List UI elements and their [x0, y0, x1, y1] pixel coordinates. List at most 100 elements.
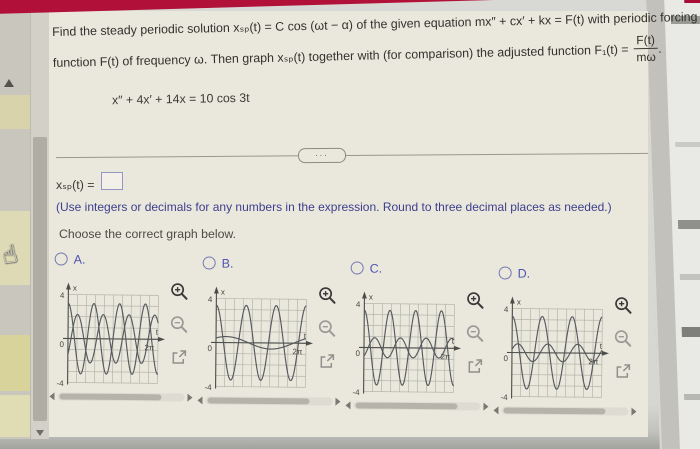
svg-text:x: x: [73, 284, 77, 293]
answer-row: xₛₚ(t) =: [56, 172, 123, 193]
option-b-zoom-out-icon[interactable]: [317, 318, 337, 338]
choose-graph-prompt: Choose the correct graph below.: [59, 227, 237, 241]
svg-text:4: 4: [208, 295, 213, 304]
option-a-zoom-in-icon[interactable]: [169, 281, 189, 301]
svg-text:4: 4: [504, 305, 509, 314]
option-d-header: D.: [498, 265, 641, 281]
svg-text:-4: -4: [56, 379, 64, 387]
svg-text:2π: 2π: [144, 343, 155, 352]
option-c-scroll-right-arrow[interactable]: [483, 402, 489, 411]
option-c: C. 4 -4 0 x t 2π: [343, 260, 492, 431]
option-b: B. 4 -4 0 x t 2π: [195, 255, 344, 426]
option-c-scrollbar-track[interactable]: [353, 401, 481, 411]
answer-hint: (Use integers or decimals for any number…: [56, 200, 612, 214]
answer-input-box[interactable]: [100, 172, 123, 190]
option-a-graph-scrollbar: [49, 392, 193, 402]
scroll-down-arrow[interactable]: [36, 430, 44, 436]
option-d-zoom-in-icon[interactable]: [613, 295, 633, 315]
svg-text:-4: -4: [204, 383, 212, 391]
option-b-radio[interactable]: [202, 256, 216, 270]
option-c-zoom-in-icon[interactable]: [465, 290, 485, 310]
differential-equation: x″ + 4x′ + 14x = 10 cos 3t: [111, 90, 250, 108]
svg-text:0: 0: [503, 354, 508, 363]
svg-text:x: x: [369, 293, 373, 302]
svg-text:t: t: [600, 342, 603, 351]
option-c-zoom-out-icon[interactable]: [465, 323, 485, 343]
option-b-label[interactable]: B.: [221, 256, 234, 271]
background-window-header: [684, 0, 700, 3]
background-window-row: [679, 274, 700, 280]
option-d-label[interactable]: D.: [517, 266, 531, 281]
option-c-graph: 4 -4 0 x t2π: [352, 291, 461, 396]
option-a-scrollbar-thumb[interactable]: [59, 393, 162, 401]
background-window-row: [675, 142, 700, 147]
option-b-external-link-icon[interactable]: [317, 351, 337, 371]
option-d-graph-scrollbar: [493, 406, 637, 416]
svg-text:-4: -4: [500, 393, 508, 401]
option-a-radio[interactable]: [54, 252, 68, 266]
fraction: F(t) mω: [633, 32, 659, 65]
option-d-scroll-left-arrow[interactable]: [493, 406, 499, 415]
svg-text:4: 4: [60, 291, 65, 300]
option-d: D. 4 -4 0 x t 2π: [491, 265, 640, 436]
option-d-external-link-icon[interactable]: [613, 361, 633, 381]
svg-text:-4: -4: [352, 388, 360, 396]
option-b-zoom-in-icon[interactable]: [317, 285, 337, 305]
option-a-scroll-right-arrow[interactable]: [187, 393, 193, 402]
svg-text:x: x: [517, 298, 521, 307]
option-c-header: C.: [350, 260, 493, 276]
vertical-scrollbar[interactable]: [30, 11, 49, 439]
background-window-row: [683, 394, 700, 400]
option-c-scrollbar-thumb[interactable]: [355, 402, 458, 410]
highlight-band: [0, 335, 30, 391]
option-b-scrollbar-thumb[interactable]: [207, 397, 310, 405]
option-a-scroll-left-arrow[interactable]: [49, 392, 55, 401]
highlight-band: [0, 395, 30, 437]
problem-line-2-period: .: [658, 41, 662, 56]
option-b-graph-scrollbar: [197, 396, 341, 406]
option-d-scrollbar-thumb[interactable]: [503, 407, 606, 415]
option-d-zoom-out-icon[interactable]: [613, 328, 633, 348]
problem-line-2-text: function F(t) of frequency ω. Then graph…: [52, 42, 629, 71]
option-d-scroll-right-arrow[interactable]: [631, 407, 637, 416]
fraction-numerator: F(t): [633, 32, 659, 50]
option-a-graph: 4 -4 0 x t2π: [56, 282, 165, 387]
option-a-external-link-icon[interactable]: [169, 347, 189, 367]
svg-text:t: t: [452, 337, 455, 346]
option-c-graph-scrollbar: [345, 401, 489, 411]
option-a-graph-tools: [169, 281, 190, 367]
option-b-scrollbar-track[interactable]: [205, 396, 333, 406]
highlight-band: [0, 95, 30, 129]
fraction-denominator: mω: [636, 50, 656, 65]
option-a-scrollbar-track[interactable]: [57, 392, 185, 402]
option-a-label[interactable]: A.: [73, 252, 86, 267]
background-window-row: [681, 327, 700, 337]
background-window-row: [677, 220, 700, 229]
option-c-label[interactable]: C.: [369, 261, 383, 276]
svg-text:0: 0: [207, 344, 212, 353]
option-c-graph-tools: [465, 290, 486, 376]
svg-text:2π: 2π: [440, 352, 451, 361]
answer-label: xₛₚ(t) =: [56, 177, 95, 192]
divider-handle-button[interactable]: ...: [297, 147, 347, 164]
option-b-graph-tools: [317, 285, 338, 371]
option-b-scroll-left-arrow[interactable]: [197, 396, 203, 405]
option-d-radio[interactable]: [498, 266, 512, 280]
svg-text:x: x: [221, 288, 225, 297]
svg-text:0: 0: [355, 349, 360, 358]
vertical-scrollbar-thumb[interactable]: [33, 137, 47, 421]
option-d-scrollbar-track[interactable]: [501, 406, 629, 416]
option-b-scroll-right-arrow[interactable]: [335, 397, 341, 406]
option-b-header: B.: [202, 255, 345, 271]
highlight-band: [0, 211, 30, 285]
option-c-external-link-icon[interactable]: [465, 356, 485, 376]
svg-text:4: 4: [356, 300, 361, 309]
option-c-radio[interactable]: [350, 261, 364, 275]
option-a-zoom-out-icon[interactable]: [169, 314, 189, 334]
option-c-scroll-left-arrow[interactable]: [345, 401, 351, 410]
option-a-header: A.: [54, 251, 197, 267]
collapse-arrow-icon[interactable]: [4, 79, 14, 87]
